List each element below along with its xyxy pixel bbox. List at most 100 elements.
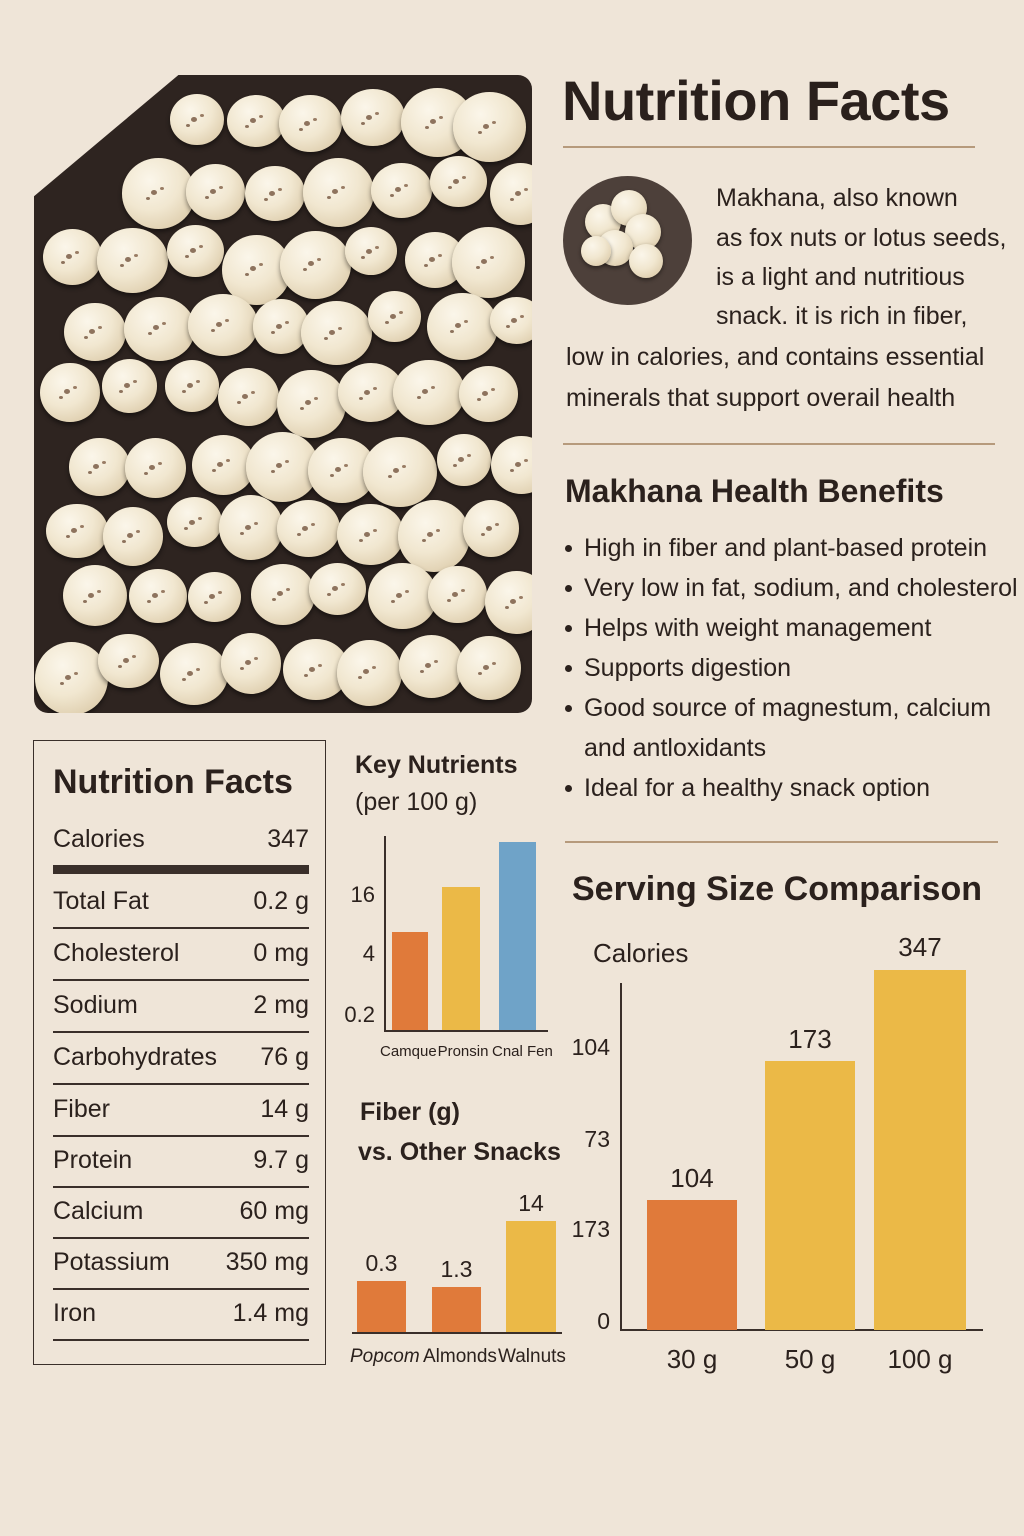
y-tick: 0.2	[344, 1002, 375, 1027]
benefit-item-continuation: and antloxidants	[584, 734, 767, 762]
y-tick: 0	[597, 1308, 610, 1334]
makhana-seed	[430, 156, 487, 207]
makhana-seed	[368, 563, 437, 629]
makhana-seed	[124, 437, 186, 498]
makhana-seed	[490, 162, 532, 226]
makhana-seed	[463, 500, 520, 557]
key-nutrients-subtitle: (per 100 g)	[355, 788, 478, 816]
nutrient-name: Sodium	[53, 991, 138, 1019]
x-axis	[620, 1329, 983, 1331]
key-nutrients-title: Key Nutrients	[355, 751, 518, 779]
benefit-item: Very low in fat, sodium, and cholesterol	[565, 568, 1018, 608]
intro-divider	[563, 443, 995, 445]
nutrient-value: 1.4 mg	[232, 1299, 309, 1327]
makhana-seed	[581, 236, 611, 266]
nutrient-name: Potassium	[53, 1248, 170, 1276]
bar-value: 14	[518, 1190, 544, 1216]
row-divider	[53, 1135, 309, 1137]
x-category: Popcom	[350, 1346, 420, 1367]
makhana-seed	[98, 633, 160, 689]
benefit-item: Helps with weight management	[565, 608, 1018, 648]
makhana-seed	[64, 302, 126, 362]
nutrient-value: 347	[267, 825, 309, 853]
makhana-seed	[340, 89, 406, 147]
x-category: 100 g	[887, 1344, 953, 1374]
makhana-seed	[191, 435, 255, 495]
nutrient-value: 0 mg	[253, 939, 309, 967]
fiber-chart-title: Fiber (g)	[360, 1098, 460, 1126]
makhana-seed	[217, 368, 279, 426]
x-category: Almonds	[423, 1346, 497, 1367]
nutrient-value: 9.7 g	[253, 1146, 309, 1174]
intro-line: Makhana, also known	[716, 184, 958, 212]
x-category: Pronsin	[437, 1043, 489, 1060]
nutrient-name: Total Fat	[53, 887, 149, 915]
makhana-seed	[629, 244, 663, 278]
nutrition-row: Cholesterol 0 mg	[53, 939, 309, 968]
row-divider	[53, 1186, 309, 1188]
benefits-divider	[565, 841, 998, 843]
bar-almonds	[432, 1287, 481, 1333]
makhana-seed	[458, 366, 518, 422]
makhana-seed	[398, 499, 470, 573]
x-category: Cnal Fen	[492, 1043, 553, 1060]
y-tick: 173	[571, 1216, 610, 1242]
makhana-seed	[300, 300, 372, 366]
y-axis	[384, 836, 386, 1032]
y-tick: 4	[362, 941, 375, 966]
makhana-seed	[244, 166, 305, 221]
makhana-seed	[42, 228, 102, 285]
makhana-seed	[253, 299, 309, 354]
makhana-seed	[219, 495, 283, 561]
row-divider	[53, 1339, 309, 1341]
nutrient-name: Carbohydrates	[53, 1043, 217, 1071]
makhana-seed	[69, 437, 130, 496]
makhana-seed	[169, 94, 224, 145]
makhana-seed	[276, 499, 340, 558]
bar-30g	[647, 1200, 737, 1330]
nutrient-value: 2 mg	[253, 991, 309, 1019]
nutrition-row: Fiber 14 g	[53, 1095, 309, 1124]
x-category: 50 g	[784, 1344, 836, 1374]
makhana-seed	[337, 503, 404, 566]
makhana-seed	[221, 632, 282, 694]
makhana-seed	[280, 230, 351, 299]
makhana-seed	[166, 224, 225, 278]
makhana-seed	[490, 296, 532, 345]
makhana-seed	[436, 433, 491, 487]
makhana-seed	[246, 431, 320, 502]
bar-walnuts	[506, 1221, 556, 1333]
makhana-seed	[368, 291, 422, 342]
nutrient-name: Calcium	[53, 1197, 144, 1225]
makhana-thumbnail	[563, 176, 692, 305]
makhana-seed	[121, 157, 196, 229]
page-title: Nutrition Facts	[562, 69, 950, 132]
makhana-seed	[363, 436, 438, 507]
row-divider	[53, 927, 309, 929]
nutrient-value: 0.2 g	[253, 887, 309, 915]
makhana-seed	[491, 436, 532, 495]
nutrition-row: Protein 9.7 g	[53, 1146, 309, 1175]
thick-divider	[53, 865, 309, 874]
makhana-seed	[484, 570, 532, 635]
title-divider	[563, 146, 975, 148]
nutrient-value: 60 mg	[239, 1197, 309, 1225]
intro-line: as fox nuts or lotus seeds,	[716, 224, 1007, 252]
y-tick: 104	[571, 1034, 610, 1060]
makhana-seed	[278, 95, 342, 152]
makhana-seed	[337, 363, 404, 423]
x-axis	[352, 1332, 562, 1334]
nutrient-value: 350 mg	[225, 1248, 309, 1276]
makhana-seed	[45, 503, 108, 559]
fiber-chart-subtitle: vs. Other Snacks	[358, 1138, 561, 1166]
makhana-seed	[97, 228, 168, 294]
x-category: 30 g	[666, 1344, 718, 1374]
makhana-seed	[453, 92, 527, 163]
nutrient-name: Fiber	[53, 1095, 110, 1123]
bar-cnal-fen	[499, 842, 536, 1030]
makhana-seed	[457, 635, 522, 701]
row-divider	[53, 1031, 309, 1033]
makhana-seed	[344, 227, 398, 276]
makhana-seed	[129, 569, 187, 623]
bar-value: 1.3	[440, 1256, 473, 1282]
